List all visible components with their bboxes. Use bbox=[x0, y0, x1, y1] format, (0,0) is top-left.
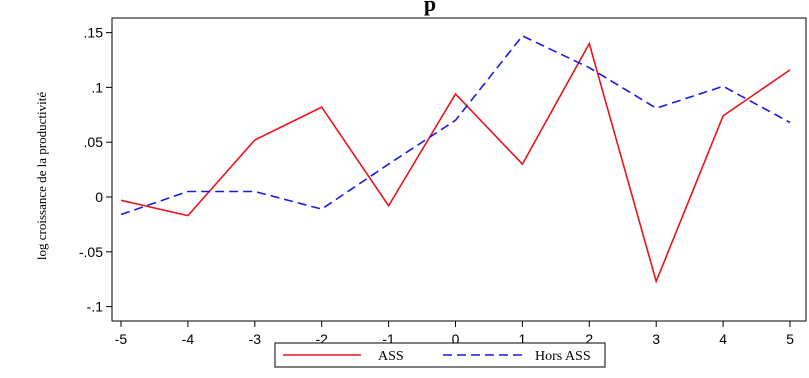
x-tick-label: -3 bbox=[249, 331, 262, 347]
x-tick-label: 0 bbox=[452, 331, 460, 347]
y-tick-label: .15 bbox=[84, 25, 104, 41]
y-tick-label: 0 bbox=[95, 189, 103, 205]
plot-area bbox=[111, 17, 807, 322]
y-tick-label: -.1 bbox=[87, 299, 104, 315]
x-tick-label: 1 bbox=[519, 331, 527, 347]
x-tick-label: -5 bbox=[115, 331, 128, 347]
y-axis-title: log croissance de la productivité bbox=[34, 92, 49, 260]
x-tick-label: 3 bbox=[652, 331, 660, 347]
y-tick-label: -.05 bbox=[79, 244, 103, 260]
x-tick-label: -4 bbox=[182, 331, 195, 347]
series-line-ass bbox=[120, 41, 791, 284]
legend-label: Hors ASS bbox=[535, 349, 591, 364]
series-line-hors-ass bbox=[120, 34, 791, 216]
chart-title: p bbox=[424, 0, 436, 16]
y-tick-label: .05 bbox=[84, 134, 104, 150]
plot-frame bbox=[111, 17, 807, 322]
y-axis: .15 .1 .05 0 -.05 -.1 bbox=[79, 25, 112, 315]
legend-label: ASS bbox=[378, 349, 404, 364]
x-tick-label: 2 bbox=[585, 331, 593, 347]
legend: ASS Hors ASS bbox=[274, 342, 606, 368]
x-tick-label: 5 bbox=[786, 331, 794, 347]
series-layer bbox=[120, 34, 791, 284]
y-tick-label: .1 bbox=[91, 79, 103, 95]
x-tick-label: 4 bbox=[719, 331, 727, 347]
